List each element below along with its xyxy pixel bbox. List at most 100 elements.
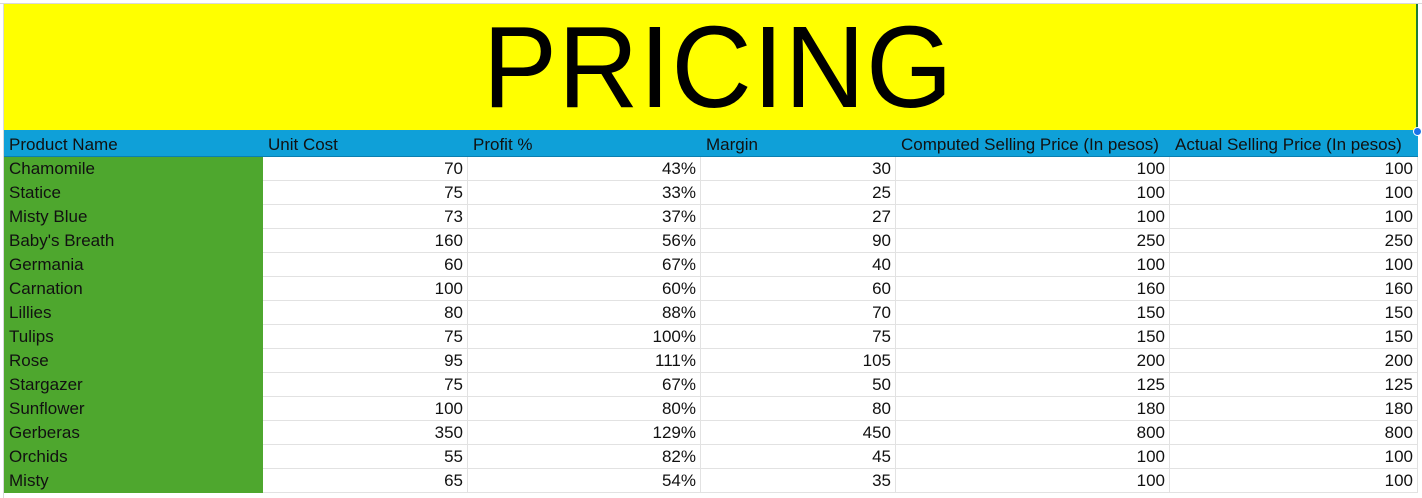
cell-actual-selling-price[interactable]: 100 bbox=[1170, 205, 1418, 229]
cell-unit-cost[interactable]: 55 bbox=[263, 445, 468, 469]
cell-product-name[interactable]: Sunflower bbox=[4, 397, 263, 421]
cell-profit-percent[interactable]: 37% bbox=[468, 205, 701, 229]
top-row-sliver[interactable] bbox=[0, 0, 1422, 4]
cell-actual-selling-price[interactable]: 100 bbox=[1170, 181, 1418, 205]
cell-unit-cost[interactable]: 65 bbox=[263, 469, 468, 493]
cell-profit-percent[interactable]: 82% bbox=[468, 445, 701, 469]
cell-computed-selling-price[interactable]: 100 bbox=[896, 157, 1170, 181]
cell-computed-selling-price[interactable]: 100 bbox=[896, 181, 1170, 205]
table-row: Chamomile 70 43% 30 100 100 bbox=[4, 157, 1418, 181]
cell-margin[interactable]: 450 bbox=[701, 421, 896, 445]
cell-profit-percent[interactable]: 100% bbox=[468, 325, 701, 349]
cell-computed-selling-price[interactable]: 200 bbox=[896, 349, 1170, 373]
cell-margin[interactable]: 40 bbox=[701, 253, 896, 277]
cell-profit-percent[interactable]: 67% bbox=[468, 253, 701, 277]
cell-actual-selling-price[interactable]: 100 bbox=[1170, 445, 1418, 469]
cell-computed-selling-price[interactable]: 100 bbox=[896, 205, 1170, 229]
cell-product-name[interactable]: Gerberas bbox=[4, 421, 263, 445]
cell-actual-selling-price[interactable]: 100 bbox=[1170, 253, 1418, 277]
cell-product-name[interactable]: Stargazer bbox=[4, 373, 263, 397]
cell-computed-selling-price[interactable]: 150 bbox=[896, 301, 1170, 325]
cell-actual-selling-price[interactable]: 150 bbox=[1170, 301, 1418, 325]
cell-unit-cost[interactable]: 350 bbox=[263, 421, 468, 445]
cell-unit-cost[interactable]: 73 bbox=[263, 205, 468, 229]
cell-margin[interactable]: 60 bbox=[701, 277, 896, 301]
header-cell-product-name[interactable]: Product Name bbox=[9, 135, 118, 154]
cell-product-name[interactable]: Tulips bbox=[4, 325, 263, 349]
cell-product-name[interactable]: Chamomile bbox=[4, 157, 263, 181]
cell-actual-selling-price[interactable]: 125 bbox=[1170, 373, 1418, 397]
cell-unit-cost[interactable]: 75 bbox=[263, 325, 468, 349]
table-row: Carnation 100 60% 60 160 160 bbox=[4, 277, 1418, 301]
cell-profit-percent[interactable]: 33% bbox=[468, 181, 701, 205]
cell-profit-percent[interactable]: 56% bbox=[468, 229, 701, 253]
cell-computed-selling-price[interactable]: 800 bbox=[896, 421, 1170, 445]
cell-margin[interactable]: 35 bbox=[701, 469, 896, 493]
cell-product-name[interactable]: Misty bbox=[4, 469, 263, 493]
cell-actual-selling-price[interactable]: 180 bbox=[1170, 397, 1418, 421]
cell-profit-percent[interactable]: 43% bbox=[468, 157, 701, 181]
table-row: Stargazer 75 67% 50 125 125 bbox=[4, 373, 1418, 397]
cell-computed-selling-price[interactable]: 100 bbox=[896, 469, 1170, 493]
cell-profit-percent[interactable]: 60% bbox=[468, 277, 701, 301]
merged-title-cell[interactable]: PRICING bbox=[4, 4, 1418, 130]
cell-actual-selling-price[interactable]: 160 bbox=[1170, 277, 1418, 301]
cell-product-name[interactable]: Misty Blue bbox=[4, 205, 263, 229]
cell-product-name[interactable]: Germania bbox=[4, 253, 263, 277]
cell-margin[interactable]: 70 bbox=[701, 301, 896, 325]
cell-unit-cost[interactable]: 160 bbox=[263, 229, 468, 253]
selection-fill-handle[interactable] bbox=[1413, 127, 1422, 136]
cell-unit-cost[interactable]: 75 bbox=[263, 181, 468, 205]
header-cell-margin[interactable]: Margin bbox=[706, 135, 758, 154]
header-cell-profit-percent[interactable]: Profit % bbox=[473, 135, 533, 154]
cell-actual-selling-price[interactable]: 800 bbox=[1170, 421, 1418, 445]
cell-unit-cost[interactable]: 95 bbox=[263, 349, 468, 373]
cell-profit-percent[interactable]: 67% bbox=[468, 373, 701, 397]
cell-margin[interactable]: 30 bbox=[701, 157, 896, 181]
cell-unit-cost[interactable]: 70 bbox=[263, 157, 468, 181]
cell-unit-cost[interactable]: 100 bbox=[263, 397, 468, 421]
header-cell-unit-cost[interactable]: Unit Cost bbox=[268, 135, 338, 154]
cell-margin[interactable]: 50 bbox=[701, 373, 896, 397]
cell-margin[interactable]: 80 bbox=[701, 397, 896, 421]
cell-unit-cost[interactable]: 75 bbox=[263, 373, 468, 397]
cell-computed-selling-price[interactable]: 125 bbox=[896, 373, 1170, 397]
cell-product-name[interactable]: Statice bbox=[4, 181, 263, 205]
cell-profit-percent[interactable]: 54% bbox=[468, 469, 701, 493]
cell-margin[interactable]: 45 bbox=[701, 445, 896, 469]
cell-margin[interactable]: 105 bbox=[701, 349, 896, 373]
cell-product-name[interactable]: Rose bbox=[4, 349, 263, 373]
cell-computed-selling-price[interactable]: 100 bbox=[896, 253, 1170, 277]
table-row: Misty 65 54% 35 100 100 bbox=[4, 469, 1418, 493]
cell-unit-cost[interactable]: 80 bbox=[263, 301, 468, 325]
cell-profit-percent[interactable]: 88% bbox=[468, 301, 701, 325]
cell-actual-selling-price[interactable]: 100 bbox=[1170, 469, 1418, 493]
cell-margin[interactable]: 75 bbox=[701, 325, 896, 349]
cell-product-name[interactable]: Baby's Breath bbox=[4, 229, 263, 253]
cell-computed-selling-price[interactable]: 150 bbox=[896, 325, 1170, 349]
cell-profit-percent[interactable]: 111% bbox=[468, 349, 701, 373]
cell-unit-cost[interactable]: 60 bbox=[263, 253, 468, 277]
table-body: Chamomile 70 43% 30 100 100 Statice 75 33% 25 100 1… bbox=[4, 157, 1418, 493]
cell-margin[interactable]: 27 bbox=[701, 205, 896, 229]
table-row: Germania 60 67% 40 100 100 bbox=[4, 253, 1418, 277]
cell-computed-selling-price[interactable]: 100 bbox=[896, 445, 1170, 469]
cell-product-name[interactable]: Orchids bbox=[4, 445, 263, 469]
cell-margin[interactable]: 90 bbox=[701, 229, 896, 253]
cell-actual-selling-price[interactable]: 100 bbox=[1170, 157, 1418, 181]
cell-computed-selling-price[interactable]: 250 bbox=[896, 229, 1170, 253]
cell-unit-cost[interactable]: 100 bbox=[263, 277, 468, 301]
cell-profit-percent[interactable]: 80% bbox=[468, 397, 701, 421]
header-cell-computed-selling-price[interactable]: Computed Selling Price (In pesos) bbox=[901, 135, 1159, 154]
cell-profit-percent[interactable]: 129% bbox=[468, 421, 701, 445]
cell-actual-selling-price[interactable]: 150 bbox=[1170, 325, 1418, 349]
cell-computed-selling-price[interactable]: 160 bbox=[896, 277, 1170, 301]
cell-computed-selling-price[interactable]: 180 bbox=[896, 397, 1170, 421]
cell-margin[interactable]: 25 bbox=[701, 181, 896, 205]
cell-product-name[interactable]: Carnation bbox=[4, 277, 263, 301]
cell-product-name[interactable]: Lillies bbox=[4, 301, 263, 325]
cell-actual-selling-price[interactable]: 200 bbox=[1170, 349, 1418, 373]
cell-actual-selling-price[interactable]: 250 bbox=[1170, 229, 1418, 253]
header-cell-actual-selling-price[interactable]: Actual Selling Price (In pesos) bbox=[1175, 135, 1402, 154]
